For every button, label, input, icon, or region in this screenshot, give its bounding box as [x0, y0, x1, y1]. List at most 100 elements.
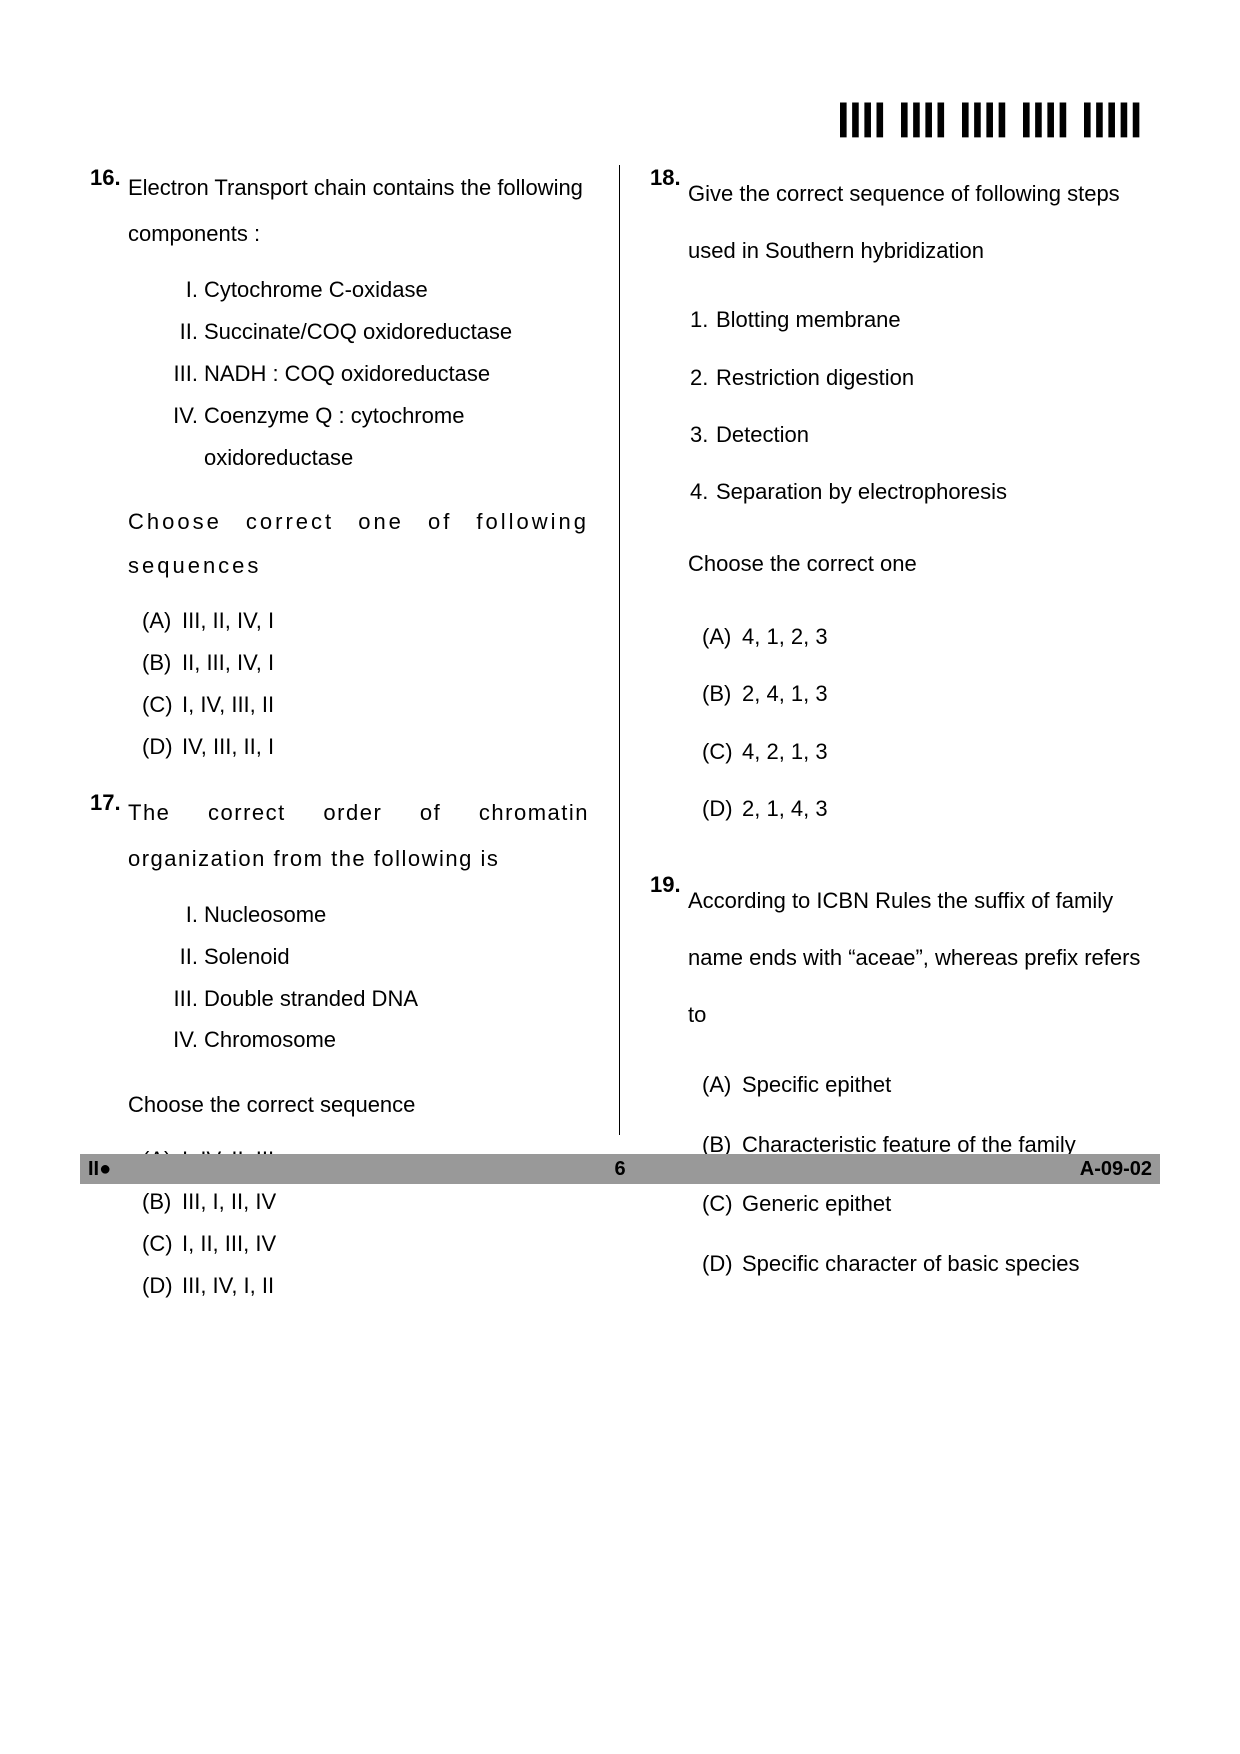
roman-text: Chromosome	[204, 1019, 336, 1061]
option-item: (B) II, III, IV, I	[142, 642, 589, 684]
roman-item: III. NADH : COQ oxidoreductase	[168, 353, 589, 395]
option-text: II, III, IV, I	[182, 642, 274, 684]
option-item: (C) I, IV, III, II	[142, 684, 589, 726]
option-text: 2, 4, 1, 3	[742, 665, 828, 722]
page-container: ▌▌▌▌ ▌▌▌▌ ▌▌▌▌ ▌▌▌▌ ▌▌▌▌▌ 16. Electron T…	[0, 0, 1240, 1754]
content-columns: 16. Electron Transport chain contains th…	[90, 165, 1150, 1135]
option-label: (C)	[142, 1223, 182, 1265]
option-text: I, II, III, IV	[182, 1223, 276, 1265]
question-19: 19. According to ICBN Rules the suffix o…	[650, 872, 1150, 1293]
option-item: (D) III, IV, I, II	[142, 1265, 589, 1307]
q17-roman-list: I. Nucleosome II. Solenoid III. Double s…	[168, 894, 589, 1061]
q18-instruction: Choose the correct one	[688, 542, 1150, 586]
option-label: (C)	[702, 723, 742, 780]
barcode-icon: ▌▌▌▌ ▌▌▌▌ ▌▌▌▌ ▌▌▌▌ ▌▌▌▌▌	[840, 103, 1145, 138]
option-text: 4, 1, 2, 3	[742, 608, 828, 665]
q17-number: 17.	[90, 790, 128, 816]
option-text: Specific character of basic species	[742, 1234, 1080, 1293]
option-item: (D) 2, 1, 4, 3	[702, 780, 1150, 837]
option-label: (C)	[142, 684, 182, 726]
option-item: (C) 4, 2, 1, 3	[702, 723, 1150, 780]
roman-item: I. Nucleosome	[168, 894, 589, 936]
option-text: III, IV, I, II	[182, 1265, 274, 1307]
num-text: Restriction digestion	[716, 349, 914, 406]
option-item: (C) I, II, III, IV	[142, 1223, 589, 1265]
roman-label: IV.	[168, 1019, 204, 1061]
q18-text: Give the correct sequence of following s…	[688, 165, 1150, 279]
q17-text: The correct order of chromatin organizat…	[128, 790, 589, 882]
option-text: Specific epithet	[742, 1055, 891, 1114]
numbered-item: 3. Detection	[690, 406, 1150, 463]
roman-item: II. Solenoid	[168, 936, 589, 978]
option-label: (B)	[142, 1181, 182, 1223]
option-item: (D) Specific character of basic species	[702, 1234, 1150, 1293]
num-text: Separation by electrophoresis	[716, 463, 1007, 520]
num-label: 2.	[690, 349, 716, 406]
roman-label: IV.	[168, 395, 204, 479]
option-text: III, II, IV, I	[182, 600, 274, 642]
option-label: (D)	[142, 1265, 182, 1307]
option-label: (A)	[702, 608, 742, 665]
option-text: 2, 1, 4, 3	[742, 780, 828, 837]
q16-options: (A) III, II, IV, I (B) II, III, IV, I (C…	[142, 600, 589, 767]
option-label: (B)	[702, 665, 742, 722]
q17-instruction: Choose the correct sequence	[128, 1083, 589, 1127]
roman-text: Double stranded DNA	[204, 978, 418, 1020]
roman-item: II. Succinate/COQ oxidoreductase	[168, 311, 589, 353]
roman-text: Coenzyme Q : cytochrome oxidoreductase	[204, 395, 589, 479]
numbered-item: 4. Separation by electrophoresis	[690, 463, 1150, 520]
option-label: (A)	[142, 600, 182, 642]
question-18: 18. Give the correct sequence of followi…	[650, 165, 1150, 837]
roman-text: Nucleosome	[204, 894, 326, 936]
roman-label: III.	[168, 353, 204, 395]
footer-page-number: 6	[443, 1158, 798, 1181]
roman-label: II.	[168, 936, 204, 978]
option-text: III, I, II, IV	[182, 1181, 276, 1223]
numbered-item: 1. Blotting membrane	[690, 291, 1150, 348]
option-item: (D) IV, III, II, I	[142, 726, 589, 768]
roman-item: III. Double stranded DNA	[168, 978, 589, 1020]
question-17: 17. The correct order of chromatin organ…	[90, 790, 589, 1307]
option-item: (B) 2, 4, 1, 3	[702, 665, 1150, 722]
option-text: I, IV, III, II	[182, 684, 274, 726]
roman-text: NADH : COQ oxidoreductase	[204, 353, 490, 395]
roman-label: I.	[168, 894, 204, 936]
roman-item: I. Cytochrome C-oxidase	[168, 269, 589, 311]
roman-text: Solenoid	[204, 936, 290, 978]
num-label: 3.	[690, 406, 716, 463]
q16-roman-list: I. Cytochrome C-oxidase II. Succinate/CO…	[168, 269, 589, 478]
option-label: (D)	[142, 726, 182, 768]
option-label: (D)	[702, 780, 742, 837]
option-item: (B) III, I, II, IV	[142, 1181, 589, 1223]
q19-text: According to ICBN Rules the suffix of fa…	[688, 872, 1150, 1044]
option-label: (D)	[702, 1234, 742, 1293]
option-text: IV, III, II, I	[182, 726, 274, 768]
roman-label: II.	[168, 311, 204, 353]
right-column: 18. Give the correct sequence of followi…	[620, 165, 1150, 1135]
footer-left: II●	[80, 1158, 443, 1181]
q16-instruction: Choose correct one of following sequence…	[128, 500, 589, 588]
roman-item: IV. Chromosome	[168, 1019, 589, 1061]
left-column: 16. Electron Transport chain contains th…	[90, 165, 620, 1135]
q18-numbered-list: 1. Blotting membrane 2. Restriction dige…	[690, 291, 1150, 520]
numbered-item: 2. Restriction digestion	[690, 349, 1150, 406]
option-item: (A) 4, 1, 2, 3	[702, 608, 1150, 665]
num-text: Blotting membrane	[716, 291, 901, 348]
roman-text: Cytochrome C-oxidase	[204, 269, 428, 311]
roman-label: III.	[168, 978, 204, 1020]
q18-options: (A) 4, 1, 2, 3 (B) 2, 4, 1, 3 (C) 4, 2, …	[702, 608, 1150, 837]
q18-number: 18.	[650, 165, 688, 191]
option-label: (A)	[702, 1055, 742, 1114]
num-text: Detection	[716, 406, 809, 463]
q16-number: 16.	[90, 165, 128, 191]
question-16: 16. Electron Transport chain contains th…	[90, 165, 589, 768]
footer-code: A-09-02	[797, 1158, 1160, 1181]
roman-label: I.	[168, 269, 204, 311]
option-item: (A) III, II, IV, I	[142, 600, 589, 642]
num-label: 4.	[690, 463, 716, 520]
q16-text: Electron Transport chain contains the fo…	[128, 165, 589, 257]
option-item: (A) Specific epithet	[702, 1055, 1150, 1114]
roman-text: Succinate/COQ oxidoreductase	[204, 311, 512, 353]
option-label: (B)	[142, 642, 182, 684]
roman-item: IV. Coenzyme Q : cytochrome oxidoreducta…	[168, 395, 589, 479]
